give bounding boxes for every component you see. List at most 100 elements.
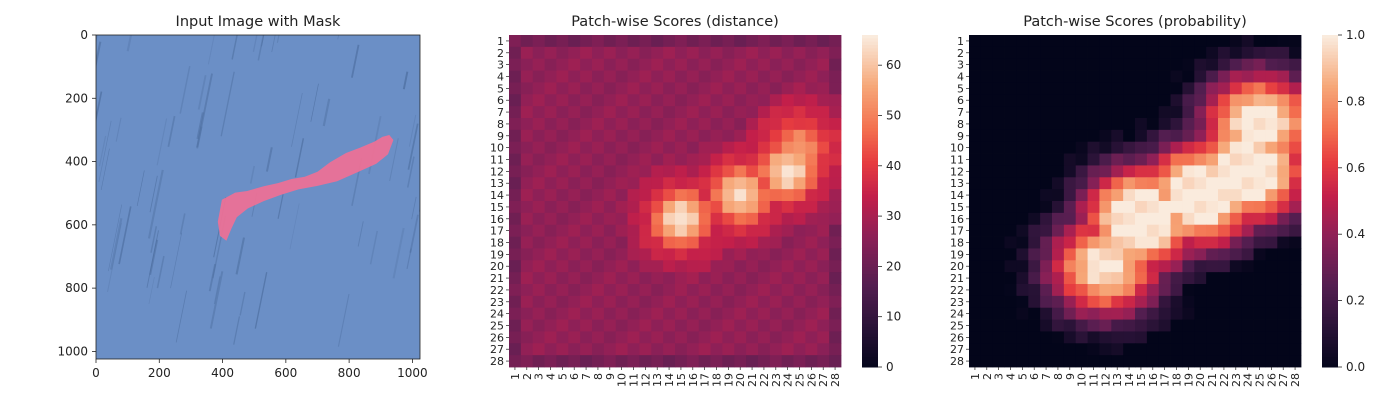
heatmap-cell — [1218, 236, 1231, 249]
heatmap-cell — [769, 35, 783, 48]
heatmap-cell — [1099, 35, 1112, 48]
heatmap-cell — [592, 355, 605, 368]
texture-streak — [408, 114, 417, 147]
heatmap-cell — [627, 224, 640, 237]
heatmap-cell — [663, 331, 676, 344]
heatmap-cell — [651, 319, 664, 332]
heatmap-cell — [1158, 201, 1171, 214]
heatmap-cell — [1218, 331, 1231, 344]
heatmap-cell — [639, 284, 652, 297]
x-tick-label: 17 — [699, 373, 712, 387]
heatmap-cell — [686, 248, 700, 261]
x-tick-label: 12 — [639, 373, 652, 387]
heatmap-cell — [1063, 236, 1077, 249]
heatmap-cell — [1052, 236, 1065, 249]
texture-streak — [351, 44, 360, 78]
heatmap-cell — [1146, 58, 1160, 71]
heatmap-cell — [746, 129, 759, 143]
heatmap-cell — [532, 58, 545, 71]
heatmap-cell — [781, 153, 794, 166]
heatmap-cell — [520, 272, 534, 285]
heatmap-cell — [698, 248, 711, 261]
heatmap-cell — [1218, 82, 1231, 95]
heatmap-cell — [793, 189, 806, 202]
heatmap-cell — [734, 272, 747, 285]
heatmap-cell — [1028, 355, 1041, 368]
heatmap-cell — [1016, 201, 1029, 214]
heatmap-cell — [603, 272, 617, 285]
heatmap-cell — [734, 129, 747, 143]
heatmap-cell — [969, 165, 982, 178]
colorbar-tick-label: 1.0 — [1346, 28, 1365, 42]
heatmap-cell — [520, 106, 534, 119]
heatmap-cell — [710, 248, 723, 261]
y-tick-label: 3 — [497, 59, 504, 72]
texture-streak — [294, 138, 305, 178]
heatmap-cell — [1135, 295, 1148, 309]
heatmap-cell — [663, 224, 676, 237]
colorbar-segment — [862, 78, 878, 82]
heatmap-cell — [1146, 46, 1160, 60]
heatmap-cell — [544, 118, 557, 131]
heatmap-cell — [592, 177, 605, 190]
heatmap-cell — [769, 284, 783, 297]
heatmap-cell — [1004, 82, 1017, 95]
heatmap-cell — [746, 307, 759, 320]
heatmap-cell — [1028, 284, 1041, 297]
colorbar-segment — [862, 187, 878, 192]
heatmap-cell — [722, 165, 735, 178]
heatmap-cell — [686, 284, 700, 297]
heatmap-cell — [980, 70, 994, 83]
heatmap-cell — [758, 46, 771, 60]
heatmap-cell — [698, 189, 711, 202]
heatmap-cell — [639, 118, 652, 131]
heatmap-cell — [980, 35, 994, 48]
heatmap-cell — [639, 58, 652, 71]
colorbar-segment — [1322, 78, 1338, 82]
heatmap-cell — [556, 319, 569, 332]
heatmap-cell — [769, 58, 783, 71]
heatmap-cell — [1099, 46, 1112, 60]
heatmap-cell — [992, 70, 1005, 83]
texture-streak — [175, 290, 188, 343]
heatmap-cell — [1111, 106, 1124, 119]
heatmap-cell — [829, 58, 842, 71]
heatmap-cell — [1158, 141, 1171, 154]
heatmap-cell — [722, 70, 735, 83]
heatmap-cell — [1135, 355, 1148, 368]
colorbar-segment — [862, 124, 878, 129]
colorbar-segment — [1322, 74, 1338, 79]
heatmap-cell — [1218, 129, 1231, 143]
heatmap-cell — [686, 35, 700, 48]
heatmap-cell — [1111, 129, 1124, 143]
y-tick-label: 7 — [497, 106, 504, 119]
heatmap-cell — [603, 355, 617, 368]
heatmap-cell — [781, 355, 794, 368]
colorbar-segment — [862, 250, 878, 255]
heatmap-cell — [1063, 70, 1077, 83]
heatmap-cell — [686, 129, 700, 143]
texture-streak — [239, 291, 246, 316]
heatmap-cell — [1028, 248, 1041, 261]
heatmap-cell — [1052, 82, 1065, 95]
colorbar-segment — [862, 227, 878, 232]
texture-streak — [450, 222, 455, 248]
heatmap-cell — [758, 177, 771, 190]
texture-streak — [436, 98, 445, 141]
heatmap-cell — [980, 331, 994, 344]
heatmap-cell — [627, 319, 640, 332]
heatmap-cell — [793, 58, 806, 71]
input-image-panel: Input Image with Mask 0 200 400 600 800 10000… — [57, 14, 455, 380]
heatmap-cell — [592, 201, 605, 214]
y-tick-label: 14 — [950, 189, 964, 202]
heatmap-cell — [1123, 236, 1136, 249]
heatmap-cell — [746, 189, 759, 202]
heatmap-cell — [1016, 106, 1029, 119]
heatmap-cell — [1289, 343, 1302, 356]
heatmap-cell — [781, 343, 794, 356]
heatmap-cell — [520, 201, 534, 214]
heatmap-cell — [1135, 177, 1148, 190]
x-tick-label: 23 — [770, 373, 783, 387]
heatmap-cell — [1194, 224, 1207, 237]
heatmap-cell — [1004, 343, 1017, 356]
